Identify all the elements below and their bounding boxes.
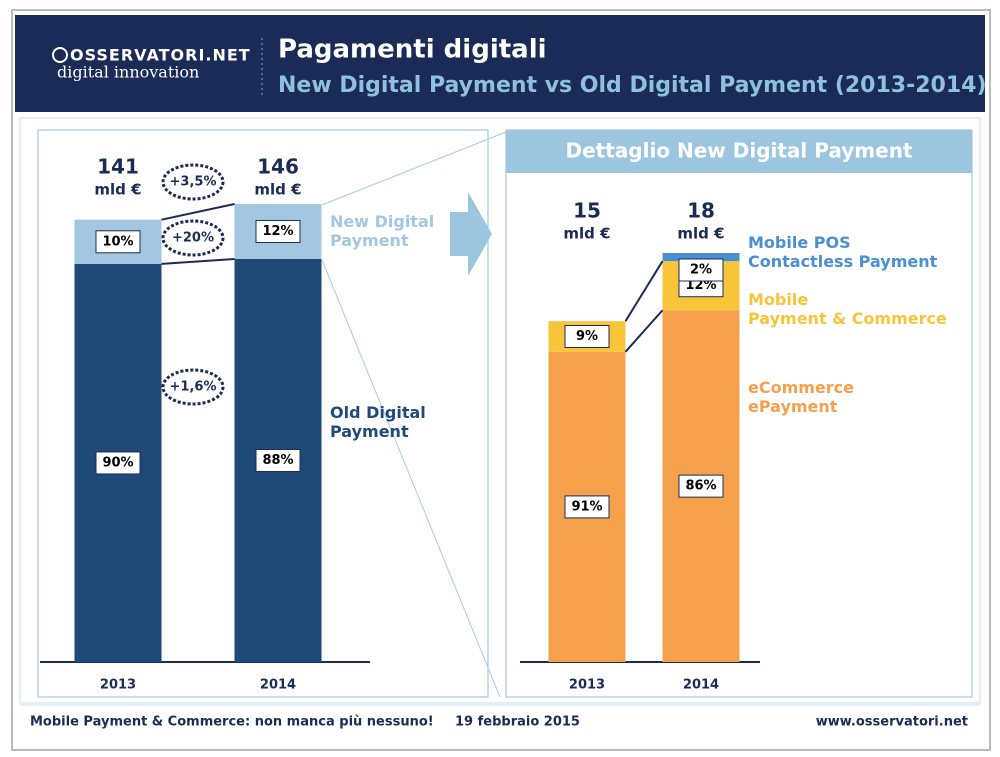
value-label: 10% [102,234,133,249]
detail-title-bar [506,130,972,173]
value-label: 90% [102,455,133,470]
connector [624,260,664,322]
legend-line: Payment [330,231,409,250]
x-tick-label: 2013 [100,678,136,693]
value-label: 2% [690,263,712,278]
x-tick-label: 2014 [683,678,719,693]
label-box [678,474,724,498]
total-label: 146 [257,155,299,179]
logo-tagline: digital innovation [57,63,199,82]
value-label: 12% [262,224,293,239]
legend-line: Payment [330,422,409,441]
content-border [19,117,981,704]
connector [161,203,235,221]
legend-label: eCommerce ePayment [748,378,854,416]
subtitle: New Digital Payment vs Old Digital Payme… [278,73,987,98]
legend-line: Contactless Payment [748,252,938,271]
label-box [678,258,724,282]
label-box [564,495,610,519]
legend-line: ePayment [748,397,838,416]
zoom-line [321,131,507,206]
value-label: 86% [685,479,716,494]
annotation-ring [161,163,225,201]
arrow [450,192,492,276]
label-box [95,230,141,254]
legend-line: eCommerce [748,378,854,397]
logo-mark [52,47,68,63]
legend-line: Old Digital [330,403,426,422]
total-unit: mld € [254,181,301,199]
annotation: +20% [172,231,214,246]
annotation-ring [161,368,225,406]
legend-line: Mobile POS [748,233,851,252]
legend-line: New Digital [330,212,434,231]
logo-name: OSSERVATORI.NET [70,46,251,65]
legend-label: Mobile POS Contactless Payment [748,233,938,271]
total-label: 15 [573,199,601,223]
legend-line: Payment & Commerce [748,309,947,328]
x-tick-label: 2013 [569,678,605,693]
footer-site: www.osservatori.net [816,715,968,730]
footer-text: Mobile Payment & Commerce: non manca più… [30,715,434,730]
legend-label: Mobile Payment & Commerce [748,290,947,328]
value-label: 91% [571,499,602,514]
detail-title: Dettaglio New Digital Payment [565,139,912,163]
total-unit: mld € [677,225,724,243]
bar-segment [662,253,740,262]
connector [161,257,235,265]
legend-label: New Digital Payment [330,212,434,250]
label-box [255,219,301,243]
legend-line: Mobile [748,290,808,309]
label-box [95,451,141,475]
annotation-ring [161,219,225,257]
connector [624,309,664,353]
total-label: 18 [687,199,715,223]
zoom-line [321,259,501,698]
legend-label: Old Digital Payment [330,403,426,441]
annotation: +1,6% [170,380,217,395]
x-tick-label: 2014 [260,678,296,693]
total-label: 141 [97,155,139,179]
value-label: 88% [262,453,293,468]
label-box [255,448,301,472]
total-unit: mld € [563,225,610,243]
title: Pagamenti digitali [278,35,547,65]
footer-date: 19 febbraio 2015 [455,715,580,730]
header-bar [15,15,985,112]
label-box [564,325,610,349]
value-label: 9% [576,329,598,344]
value-label: 12% [685,278,716,293]
total-unit: mld € [94,181,141,199]
left-panel [37,129,489,698]
annotation: +3,5% [170,175,217,190]
